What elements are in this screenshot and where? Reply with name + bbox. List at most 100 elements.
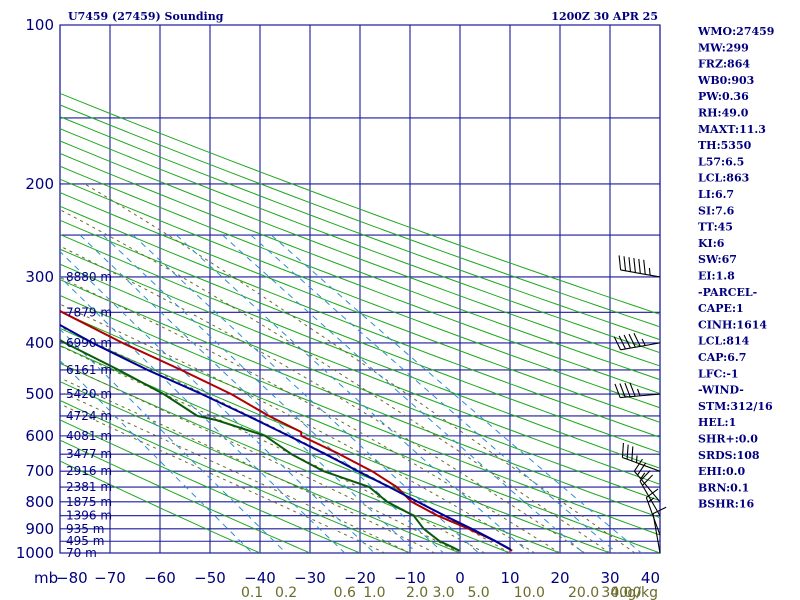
dry-adiabat [60, 248, 660, 485]
pressure-axis: 100 200 300 400 500 600 700 800 900 1000 mb [16, 16, 58, 587]
dry-adiabat [60, 219, 660, 454]
chart-title: U7459 (27459) Sounding [68, 10, 224, 23]
temperature-tick-label: −80 [56, 569, 88, 587]
dry-adiabat [60, 140, 660, 367]
pressure-tick-label: 800 [25, 493, 54, 511]
index-entry: L57:6.5 [698, 155, 744, 168]
mixing-ratio-label: 10.0 [514, 585, 545, 600]
pressure-tick-label: 600 [25, 427, 54, 445]
pressure-tick-label: 100 [25, 16, 54, 34]
moist-adiabat [60, 245, 586, 553]
mixing-ratio-label: 5.0 [467, 585, 489, 600]
index-entry: FRZ:864 [698, 58, 750, 71]
mixing-ratio-label: 0.1 [241, 585, 263, 600]
moist-adiabat [60, 209, 611, 553]
index-entry: -PARCEL- [698, 286, 757, 299]
pressure-tick-label: 400 [25, 334, 54, 352]
temperature-tick-label: 10 [500, 569, 519, 587]
pressure-tick-label: 1000 [16, 544, 54, 562]
height-label: 7879 m [66, 305, 112, 319]
height-label: 495 m [66, 534, 104, 548]
moist-adiabat [60, 345, 486, 553]
index-entry: LCL:814 [698, 335, 750, 348]
dry-adiabat [60, 327, 611, 553]
height-label: 2381 m [66, 480, 112, 494]
height-label: 2916 m [66, 464, 112, 478]
dry-adiabat [60, 311, 660, 553]
temperature-tick-label: −60 [144, 569, 176, 587]
index-entry: SI:7.6 [698, 204, 735, 217]
wind-barb [614, 382, 661, 399]
index-entry: TT:45 [698, 221, 733, 234]
moist-adiabat [60, 303, 536, 553]
index-entry: CAP:6.7 [698, 351, 746, 364]
wind-barb [652, 506, 667, 554]
moist-adiabat [60, 362, 461, 553]
index-entry: LI:6.7 [698, 188, 734, 201]
temperature-tick-label: 30 [600, 569, 619, 587]
mixing-ratio-line [79, 234, 418, 553]
index-entry: KI:6 [698, 237, 725, 250]
dry-adiabat [60, 294, 660, 536]
temperature-tick-label: −10 [394, 569, 426, 587]
temperature-tick-label: −30 [294, 569, 326, 587]
moist-adiabat [60, 276, 561, 553]
index-entry: CINH:1614 [698, 318, 767, 331]
dry-adiabat [60, 116, 660, 341]
mixing-ratio-line [102, 234, 444, 553]
dry-adiabat [60, 279, 660, 519]
temperature-tick-label: 20 [550, 569, 569, 587]
height-label: 1396 m [66, 509, 112, 523]
pressure-unit-label: mb [34, 569, 58, 587]
dry-adiabat [60, 263, 660, 502]
index-entry: -WIND- [698, 384, 744, 397]
index-entry: MAXT:11.3 [698, 123, 766, 136]
dewpoint-line [60, 338, 460, 552]
index-entry: HEL:1 [698, 416, 736, 429]
index-entry: PW:0.36 [698, 90, 749, 103]
mixing-ratio-line [60, 250, 375, 553]
mixing-ratio-line [60, 328, 287, 553]
dry-adiabat [60, 205, 660, 438]
mixing-ratio-label: 2.0 [406, 585, 428, 600]
mixing-ratio-line [222, 234, 584, 553]
dry-adiabat [60, 233, 660, 469]
height-label: 3477 m [66, 447, 112, 461]
index-entry: LFC:-1 [698, 367, 739, 380]
mixing-ratio-labels: 0.1 0.2 0.6 1.0 2.0 3.0 5.0 10.0 20.0 30.040.0g/k… [241, 585, 658, 600]
dry-adiabat [60, 104, 660, 328]
wind-barbs [613, 255, 667, 554]
chart-date: 1200Z 30 APR 25 [551, 10, 658, 23]
mixing-ratio-label: 3.0 [432, 585, 454, 600]
dry-adiabat [60, 381, 461, 553]
index-entry: BRN:0.1 [698, 481, 749, 494]
index-entry: EI:1.8 [698, 270, 735, 283]
height-label: 70 m [66, 546, 97, 560]
dry-adiabat [60, 345, 561, 553]
index-entry: SRDS:108 [698, 449, 760, 462]
index-entry: BSHR:16 [698, 498, 754, 511]
mixing-ratio-label: 1.0 [363, 585, 385, 600]
height-label: 6161 m [66, 363, 112, 377]
height-labels: 8880 m 7879 m 6990 m 6161 m 5420 m 4724 m 4081… [66, 270, 112, 560]
temperature-tick-label: −50 [194, 569, 226, 587]
parcel-line [60, 323, 512, 551]
mixing-ratio-label: 0.6 [334, 585, 356, 600]
dry-adiabat [60, 128, 660, 354]
sounding-series [60, 309, 513, 552]
pressure-tick-label: 500 [25, 385, 54, 403]
wind-barb [633, 458, 661, 503]
index-entry: TH:5350 [698, 139, 752, 152]
dry-adiabat [60, 419, 361, 553]
temperature-line [60, 309, 513, 552]
dry-adiabat [60, 152, 660, 381]
temperature-tick-label: −20 [344, 569, 376, 587]
index-entry: EHI:0.0 [698, 465, 745, 478]
wind-barb [639, 470, 661, 517]
mixing-ratio-line [132, 234, 479, 553]
dry-adiabat [60, 192, 660, 423]
pressure-tick-label: 900 [25, 520, 54, 538]
mixing-ratio-label: 40.0 [610, 585, 641, 600]
temperature-tick-label: 40 [641, 569, 660, 587]
pressure-tick-label: 700 [25, 462, 54, 480]
